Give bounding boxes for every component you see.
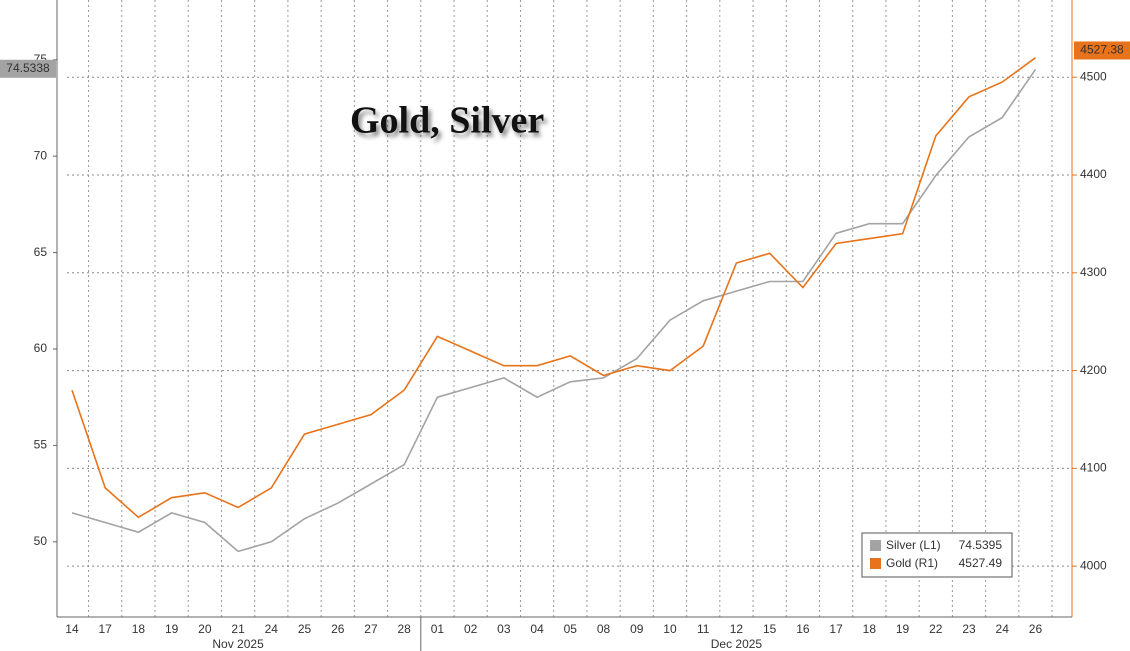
x-tick-label: 16 bbox=[796, 622, 810, 636]
series-line bbox=[71, 57, 1036, 519]
legend-swatch bbox=[870, 540, 881, 551]
y-tick-label: 50 bbox=[34, 534, 48, 548]
x-tick-label: 24 bbox=[996, 622, 1010, 636]
x-tick-label: 28 bbox=[398, 622, 412, 636]
x-tick-label: 05 bbox=[564, 622, 578, 636]
x-tick-label: 22 bbox=[929, 622, 943, 636]
period-label: Dec 2025 bbox=[711, 637, 763, 651]
legend-value: 4527.49 bbox=[959, 556, 1003, 570]
x-tick-label: 24 bbox=[265, 622, 279, 636]
y2-tick-label: 4100 bbox=[1080, 461, 1107, 475]
x-tick-label: 09 bbox=[630, 622, 644, 636]
x-tick-label: 23 bbox=[962, 622, 976, 636]
legend-value: 74.5395 bbox=[959, 538, 1003, 552]
y2-tick-label: 4400 bbox=[1080, 167, 1107, 181]
x-tick-label: 27 bbox=[364, 622, 378, 636]
x-tick-label: 19 bbox=[896, 622, 910, 636]
legend-swatch bbox=[870, 558, 881, 569]
series-line bbox=[71, 68, 1037, 553]
x-tick-label: 03 bbox=[497, 622, 511, 636]
y-tick-label: 55 bbox=[34, 438, 48, 452]
y2-tick-label: 4500 bbox=[1080, 69, 1107, 83]
y2-tick-label: 4300 bbox=[1080, 265, 1107, 279]
y-tick-label: 70 bbox=[34, 148, 48, 162]
legend-label: Gold (R1) bbox=[886, 556, 938, 570]
chart-title: Gold, Silver bbox=[350, 100, 544, 142]
last-value-label: 74.5338 bbox=[6, 61, 50, 75]
last-value-label: 4527.38 bbox=[1080, 43, 1124, 57]
x-tick-label: 21 bbox=[231, 622, 245, 636]
y-tick-label: 65 bbox=[34, 245, 48, 259]
x-tick-label: 10 bbox=[663, 622, 677, 636]
y2-tick-label: 4000 bbox=[1080, 558, 1107, 572]
x-tick-label: 26 bbox=[331, 622, 345, 636]
x-tick-label: 19 bbox=[165, 622, 179, 636]
x-tick-label: 17 bbox=[829, 622, 843, 636]
y-tick-label: 60 bbox=[34, 341, 48, 355]
y2-tick-label: 4200 bbox=[1080, 363, 1107, 377]
x-tick-label: 02 bbox=[464, 622, 478, 636]
legend-box bbox=[861, 532, 1013, 578]
x-tick-label: 20 bbox=[198, 622, 212, 636]
x-tick-label: 15 bbox=[763, 622, 777, 636]
x-tick-label: 04 bbox=[530, 622, 544, 636]
legend-label: Silver (L1) bbox=[886, 538, 941, 552]
x-tick-label: 11 bbox=[697, 622, 710, 636]
x-tick-label: 17 bbox=[98, 622, 112, 636]
period-label: Nov 2025 bbox=[212, 637, 264, 651]
x-tick-label: 18 bbox=[132, 622, 146, 636]
x-tick-label: 18 bbox=[863, 622, 877, 636]
last-value-box bbox=[0, 59, 56, 78]
last-value-box bbox=[1074, 41, 1130, 60]
x-tick-label: 14 bbox=[65, 622, 79, 636]
x-tick-label: 08 bbox=[597, 622, 611, 636]
x-tick-label: 12 bbox=[730, 622, 744, 636]
x-tick-label: 26 bbox=[1029, 622, 1043, 636]
x-tick-label: 01 bbox=[431, 622, 445, 636]
x-tick-label: 25 bbox=[298, 622, 312, 636]
